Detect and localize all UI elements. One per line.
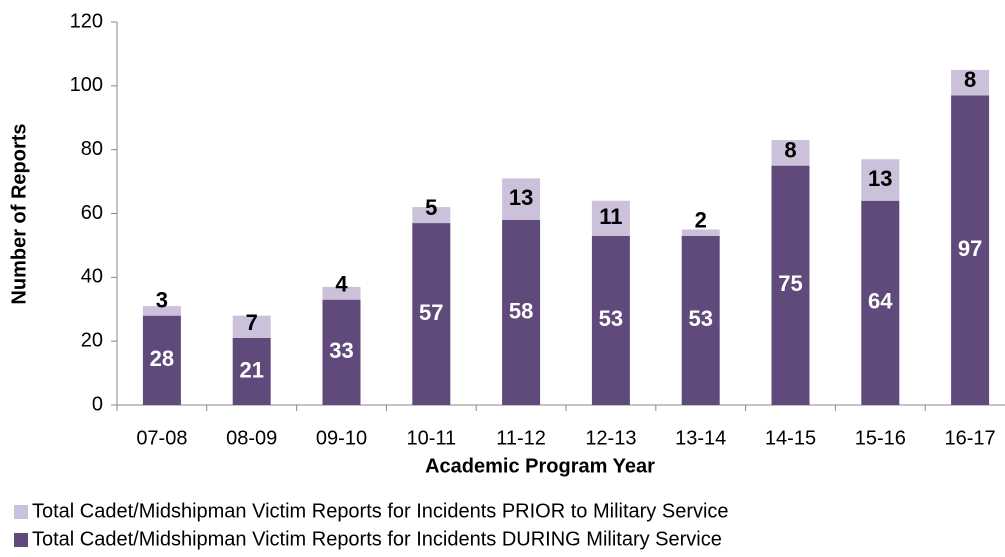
bar-segment: [412, 207, 451, 224]
data-label: 57: [419, 300, 443, 325]
y-tick-label: 100: [70, 74, 103, 96]
data-label: 64: [868, 289, 893, 314]
data-label: 13: [509, 185, 533, 210]
x-tick-label: 07-08: [136, 427, 187, 449]
x-tick-label: 10-11: [406, 427, 456, 449]
bar-segment: [502, 219, 541, 405]
x-tick-label: 08-09: [226, 427, 277, 449]
data-label: 33: [329, 338, 353, 363]
bar-segment: [681, 229, 720, 236]
data-label: 7: [246, 310, 258, 335]
x-tick-label: 09-10: [316, 427, 367, 449]
data-label: 53: [599, 306, 623, 331]
bar-segment: [771, 140, 810, 166]
y-tick-label: 20: [81, 329, 103, 351]
x-tick-label: 14-15: [765, 427, 816, 449]
data-label: 5: [425, 195, 437, 220]
data-label: 8: [784, 137, 796, 162]
bar-segment: [232, 337, 271, 405]
data-label: 21: [239, 357, 263, 382]
bar-segment: [861, 200, 900, 405]
bar-segment: [771, 165, 810, 405]
data-label: 58: [509, 298, 533, 323]
x-axis-title: Academic Program Year: [425, 455, 655, 477]
x-tick-label: 16-17: [945, 427, 996, 449]
data-label: 13: [868, 166, 892, 191]
bar-segment: [861, 159, 900, 201]
bar-segment: [591, 200, 630, 236]
legend-swatch: [14, 505, 28, 519]
data-label: 97: [958, 236, 982, 261]
bar-segment: [142, 306, 181, 316]
bar-segment: [142, 315, 181, 405]
data-label: 8: [964, 67, 976, 92]
bar-segment: [322, 299, 361, 405]
bar-segment: [232, 315, 271, 338]
y-tick-label: 40: [81, 266, 103, 288]
data-label: 2: [695, 208, 707, 233]
bar-segment: [412, 223, 451, 405]
x-tick-label: 11-12: [496, 427, 546, 449]
x-tick-label: 13-14: [675, 427, 726, 449]
legend-label: Total Cadet/Midshipman Victim Reports fo…: [32, 528, 722, 550]
data-label: 53: [688, 306, 712, 331]
y-tick-label: 120: [70, 10, 103, 32]
x-tick-label: 15-16: [855, 427, 906, 449]
legend-swatch: [14, 533, 28, 547]
y-axis-title: Number of Reports: [8, 123, 30, 304]
y-tick-label: 60: [81, 202, 103, 224]
bar-segment: [951, 69, 990, 96]
data-label: 3: [156, 287, 168, 312]
data-label: 28: [150, 346, 174, 371]
y-tick-label: 0: [92, 393, 103, 415]
data-label: 11: [599, 204, 622, 229]
bar-segment: [951, 95, 990, 406]
y-tick-label: 80: [81, 138, 103, 160]
data-label: 4: [335, 271, 348, 296]
legend-label: Total Cadet/Midshipman Victim Reports fo…: [32, 500, 729, 522]
x-tick-label: 12-13: [585, 427, 636, 449]
bar-segment: [681, 235, 720, 405]
bar-segment: [591, 235, 630, 405]
bar-segment: [322, 286, 361, 300]
bar-segment: [502, 178, 541, 220]
data-label: 75: [778, 271, 802, 296]
